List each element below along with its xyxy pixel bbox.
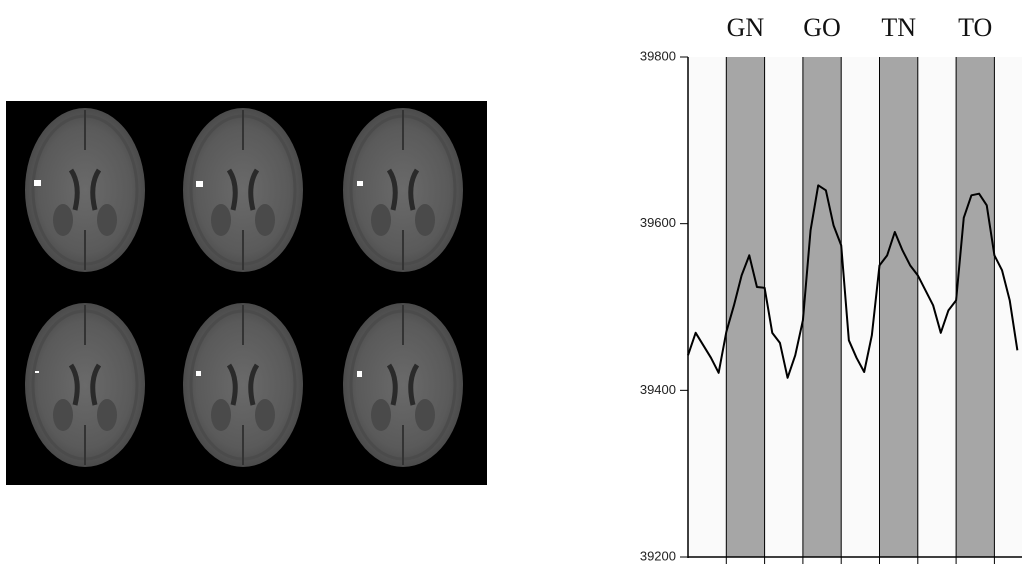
condition-band [726, 57, 764, 557]
page: GN GO TN TO 39200 39400 39600 39800 [0, 0, 1022, 565]
band-label: TN [881, 13, 916, 42]
y-tick-label: 39800 [640, 48, 676, 63]
condition-band [880, 57, 918, 557]
band-label: GN [727, 13, 765, 42]
y-tick-label: 39200 [640, 548, 676, 563]
band-label: GO [803, 13, 841, 42]
chart: GN GO TN TO 39200 39400 39600 39800 [640, 13, 1022, 564]
band-label: TO [958, 13, 992, 42]
brain-panel [6, 101, 487, 485]
condition-band [956, 57, 994, 557]
condition-band [803, 57, 841, 557]
y-tick-label: 39600 [640, 215, 676, 230]
y-tick-label: 39400 [640, 382, 676, 397]
